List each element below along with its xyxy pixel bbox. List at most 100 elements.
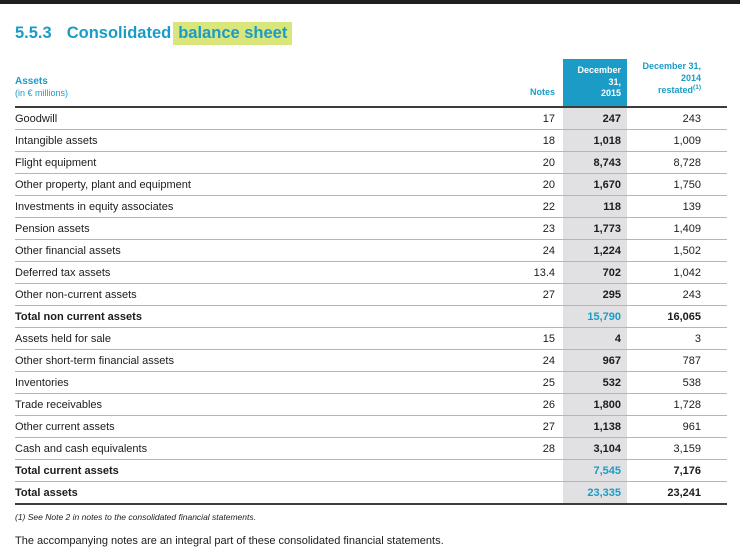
row-label: Inventories — [15, 371, 515, 395]
row-note: 27 — [515, 415, 563, 439]
row-column-gap — [627, 349, 639, 373]
row-label: Assets held for sale — [15, 327, 515, 351]
row-value-2014: 1,042 — [639, 261, 727, 285]
title-highlight: balance sheet — [173, 22, 293, 45]
row-value-2015: 1,773 — [563, 217, 627, 241]
table-row: Other short-term financial assets 24 967 78… — [15, 349, 727, 373]
row-label: Total non current assets — [15, 305, 515, 329]
table-row: Other property, plant and equipment 20 1,6… — [15, 173, 727, 197]
row-value-2014: 787 — [639, 349, 727, 373]
row-value-2014: 8,728 — [639, 151, 727, 175]
row-note — [515, 459, 563, 483]
row-value-2014: 1,502 — [639, 239, 727, 263]
report-page: 5.5.3 Consolidated balance sheet Assets (i… — [0, 4, 740, 547]
dec-2015-header-box: December 31, 2015 — [563, 59, 627, 107]
balance-sheet-table: Assets (in € millions) Notes December 31… — [15, 59, 727, 506]
row-value-2014: 1,750 — [639, 173, 727, 197]
row-value-2015: 8,743 — [563, 151, 627, 175]
assets-header-unit: (in € millions) — [15, 88, 69, 99]
row-column-gap — [627, 459, 639, 483]
table-row: Flight equipment 20 8,743 8,728 — [15, 151, 727, 175]
row-note: 17 — [515, 107, 563, 131]
row-value-2015: 967 — [563, 349, 627, 373]
footnote: (1) See Note 2 in notes to the consolida… — [15, 512, 256, 523]
row-value-2014: 3 — [639, 327, 727, 351]
section-number: 5.5.3 — [15, 24, 52, 42]
row-label: Pension assets — [15, 217, 515, 241]
row-column-gap — [627, 415, 639, 439]
row-column-gap — [627, 239, 639, 263]
row-note: 20 — [515, 173, 563, 197]
row-note: 24 — [515, 349, 563, 373]
row-value-2015: 7,545 — [563, 459, 627, 483]
title-text: Consolidated — [66, 24, 172, 42]
row-label: Intangible assets — [15, 129, 515, 153]
table-row: Investments in equity associates 22 118 139 — [15, 195, 727, 219]
row-value-2014: 961 — [639, 415, 727, 439]
row-note: 28 — [515, 437, 563, 461]
row-column-gap — [627, 217, 639, 241]
row-value-2014: 23,241 — [639, 481, 727, 506]
row-value-2015: 1,800 — [563, 393, 627, 417]
row-column-gap — [627, 107, 639, 131]
row-label: Trade receivables — [15, 393, 515, 417]
row-value-2015: 15,790 — [563, 305, 627, 329]
row-value-2014: 16,065 — [639, 305, 727, 329]
row-value-2014: 1,409 — [639, 217, 727, 241]
page-title: 5.5.3 Consolidated balance sheet — [15, 22, 727, 45]
closing-note: The accompanying notes are an integral p… — [15, 535, 444, 547]
table-row: Deferred tax assets 13.4 702 1,042 — [15, 261, 727, 285]
row-column-gap — [627, 481, 639, 506]
row-value-2015: 3,104 — [563, 437, 627, 461]
row-label: Total current assets — [15, 459, 515, 483]
row-label: Total assets — [15, 481, 515, 506]
table-row: Total assets 23,335 23,241 — [15, 481, 727, 506]
row-label: Other non-current assets — [15, 283, 515, 307]
row-value-2015: 247 — [563, 107, 627, 131]
row-value-2015: 1,670 — [563, 173, 627, 197]
row-value-2014: 243 — [639, 107, 727, 131]
row-note — [515, 481, 563, 506]
row-value-2015: 4 — [563, 327, 627, 351]
column-gap — [627, 59, 639, 109]
table-row: Other non-current assets 27 295 243 — [15, 283, 727, 307]
row-value-2014: 1,728 — [639, 393, 727, 417]
row-value-2015: 1,224 — [563, 239, 627, 263]
row-value-2014: 139 — [639, 195, 727, 219]
table-row: Inventories 25 532 538 — [15, 371, 727, 395]
row-column-gap — [627, 437, 639, 461]
row-note: 26 — [515, 393, 563, 417]
row-note: 22 — [515, 195, 563, 219]
row-note: 25 — [515, 371, 563, 395]
row-column-gap — [627, 393, 639, 417]
row-note: 15 — [515, 327, 563, 351]
table-row: Pension assets 23 1,773 1,409 — [15, 217, 727, 241]
row-value-2015: 1,018 — [563, 129, 627, 153]
row-note: 23 — [515, 217, 563, 241]
row-value-2015: 23,335 — [563, 481, 627, 506]
row-column-gap — [627, 283, 639, 307]
row-column-gap — [627, 151, 639, 175]
notes-column-header: Notes — [515, 59, 563, 109]
row-value-2014: 1,009 — [639, 129, 727, 153]
row-value-2015: 532 — [563, 371, 627, 395]
row-label: Cash and cash equivalents — [15, 437, 515, 461]
row-column-gap — [627, 173, 639, 197]
row-note: 20 — [515, 151, 563, 175]
row-value-2014: 3,159 — [639, 437, 727, 461]
row-value-2014: 243 — [639, 283, 727, 307]
row-label: Goodwill — [15, 107, 515, 131]
row-note: 13.4 — [515, 261, 563, 285]
table-row: Other financial assets 24 1,224 1,502 — [15, 239, 727, 263]
row-column-gap — [627, 305, 639, 329]
row-label: Deferred tax assets — [15, 261, 515, 285]
row-note: 24 — [515, 239, 563, 263]
table-row: Total current assets 7,545 7,176 — [15, 459, 727, 483]
row-label: Other short-term financial assets — [15, 349, 515, 373]
table-row: Assets held for sale 15 4 3 — [15, 327, 727, 351]
row-note: 27 — [515, 283, 563, 307]
footnote-reference: (1) — [693, 84, 701, 92]
row-value-2014: 538 — [639, 371, 727, 395]
dec-2014-column-header: December 31, 2014 restated(1) — [639, 59, 727, 109]
notes-header-label: Notes — [529, 87, 555, 98]
